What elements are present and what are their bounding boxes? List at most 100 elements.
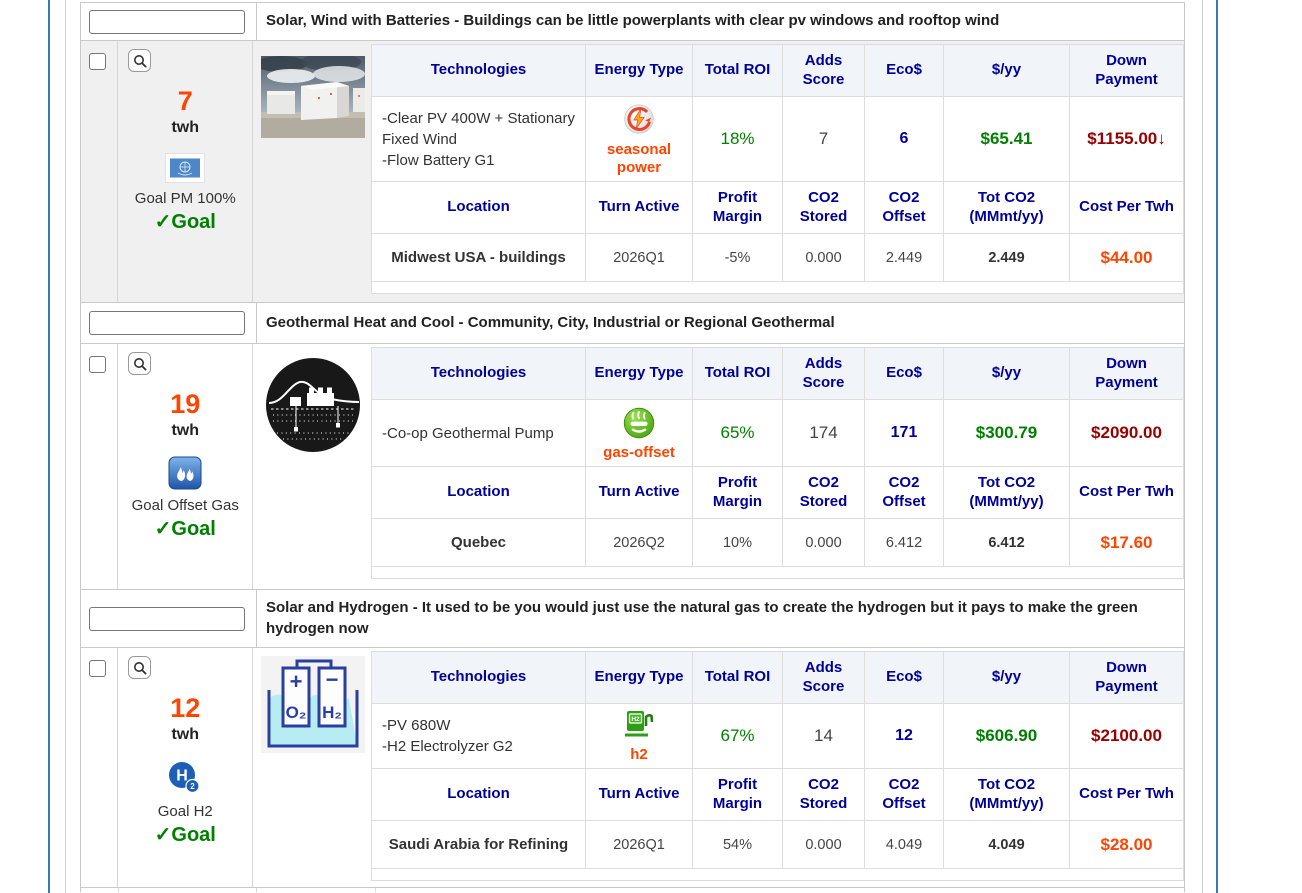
svg-text:H₂: H₂ (322, 703, 342, 722)
turn-active-cell: 2026Q1 (585, 233, 693, 282)
profit-margin-cell: 10% (692, 518, 783, 567)
project-data-table: Technologies Energy Type Total ROI Adds … (371, 44, 1184, 294)
filter-input[interactable] (89, 9, 245, 34)
location-cell: Saudi Arabia for Refining (371, 820, 586, 869)
battery-storage-photo (255, 53, 365, 143)
column-header: Tot CO2 (MMmt/yy) (943, 768, 1070, 821)
column-header: Energy Type (585, 44, 693, 97)
row-checkbox[interactable] (89, 356, 106, 373)
detail-cell: + − O₂ H₂ Technologies Energy Type Total… (253, 648, 1184, 887)
column-header: Adds Score (782, 651, 865, 704)
twh-value: 19 (170, 389, 201, 419)
svg-text:H2: H2 (631, 716, 640, 723)
column-header: Eco$ (864, 651, 944, 704)
filter-cell (81, 3, 256, 40)
column-header: Total ROI (692, 44, 783, 97)
energy-type-cell: gas-offset (585, 399, 693, 467)
per-yy-cell: $65.41 (943, 96, 1070, 182)
magnify-button[interactable] (128, 656, 152, 679)
location-cell: Midwest USA - buildings (371, 233, 586, 282)
electrolyzer-illustration: + − O₂ H₂ (261, 656, 365, 758)
eco-cell: 12 (864, 703, 944, 769)
adds-score-cell: 174 (782, 399, 865, 467)
column-header: Technologies (371, 44, 586, 97)
gas-offset-icon (623, 407, 655, 439)
project-data-table: Technologies Energy Type Total ROI Adds … (371, 347, 1184, 579)
magnify-button[interactable] (128, 49, 152, 72)
svg-text:−: − (326, 667, 339, 692)
tot-co2-cell: 2.449 (943, 233, 1070, 282)
turn-active-cell: 2026Q2 (585, 518, 693, 567)
filter-cell (81, 303, 256, 343)
magnifier-icon (133, 54, 147, 68)
column-header: Eco$ (864, 44, 944, 97)
energy-type-cell: seasonal power (585, 96, 693, 182)
energy-type-label: gas-offset (603, 444, 675, 461)
goal-status: ✓Goal (154, 210, 216, 233)
turn-active-cell: 2026Q1 (585, 820, 693, 869)
magnifier-icon (133, 661, 147, 675)
goal-status: ✓Goal (154, 517, 216, 540)
total-roi-cell: 65% (692, 399, 783, 467)
flag-icon (118, 152, 252, 188)
energy-type-label: seasonal power (606, 141, 672, 176)
detail-cell: Technologies Energy Type Total ROI Adds … (253, 344, 1184, 589)
goal-label: Goal Offset Gas (131, 496, 239, 514)
magnifier-icon (133, 357, 147, 371)
twh-unit: twh (171, 421, 199, 439)
check-cell (81, 344, 117, 589)
cost-per-twh-cell: $17.60 (1069, 518, 1184, 567)
column-header: $/yy (943, 44, 1070, 97)
seasonal-power-icon (624, 104, 654, 134)
frame-line-left-blue (48, 0, 50, 893)
column-header: Turn Active (585, 181, 693, 234)
column-header: Profit Margin (692, 768, 783, 821)
technologies-cell: -Co-op Geothermal Pump (371, 399, 586, 467)
project-row: 12 twh H 2 Goal H2 ✓Goal (81, 648, 1184, 888)
next-row-partial (81, 888, 1184, 892)
filter-input[interactable] (89, 311, 245, 335)
down-payment-cell: $1155.00↓ (1069, 96, 1184, 182)
column-header: CO2 Offset (864, 181, 944, 234)
twh-value: 12 (170, 693, 201, 723)
adds-score-cell: 14 (782, 703, 865, 769)
total-roi-cell: 67% (692, 703, 783, 769)
gas-flame-icon (118, 456, 252, 495)
co2-stored-cell: 0.000 (782, 518, 865, 567)
filter-input[interactable] (89, 606, 245, 631)
adds-score-cell: 7 (782, 96, 865, 182)
project-data-table: Technologies Energy Type Total ROI Adds … (371, 651, 1184, 881)
technologies-cell: -Clear PV 400W + Stationary Fixed Wind -… (371, 96, 586, 182)
column-header: Down Payment (1069, 44, 1184, 97)
svg-text:2: 2 (191, 782, 196, 791)
h2-pump-icon: H2 (625, 711, 654, 737)
column-header: Eco$ (864, 347, 944, 400)
column-header: CO2 Stored (782, 768, 865, 821)
energy-type-label: h2 (630, 746, 648, 763)
magnify-button[interactable] (128, 352, 152, 375)
row-checkbox[interactable] (89, 660, 106, 677)
frame-line-right-gray (1202, 0, 1203, 893)
section-header-row: Solar, Wind with Batteries - Buildings c… (81, 3, 1184, 41)
column-header: Total ROI (692, 347, 783, 400)
summary-cell: 7 twh Goal PM 100% ✓Goal (117, 41, 253, 302)
tot-co2-cell: 6.412 (943, 518, 1070, 567)
technologies-cell: -PV 680W -H2 Electrolyzer G2 (371, 703, 586, 769)
project-row: 19 twh Goal Offset Gas ✓Goal (81, 344, 1184, 590)
section-title: Solar, Wind with Batteries - Buildings c… (256, 3, 1184, 40)
column-header: Location (371, 768, 586, 821)
column-header: Cost Per Twh (1069, 181, 1184, 234)
column-header: Adds Score (782, 44, 865, 97)
column-header: Turn Active (585, 466, 693, 519)
projects-table: Solar, Wind with Batteries - Buildings c… (80, 2, 1185, 892)
column-header: Location (371, 466, 586, 519)
section-header-row: Geothermal Heat and Cool - Community, Ci… (81, 303, 1184, 344)
column-header: $/yy (943, 651, 1070, 704)
row-checkbox[interactable] (89, 53, 106, 70)
column-header: Cost Per Twh (1069, 768, 1184, 821)
column-header: CO2 Offset (864, 768, 944, 821)
column-header: Technologies (371, 651, 586, 704)
co2-offset-cell: 2.449 (864, 233, 944, 282)
column-header: Technologies (371, 347, 586, 400)
spacer-row (371, 566, 1184, 579)
